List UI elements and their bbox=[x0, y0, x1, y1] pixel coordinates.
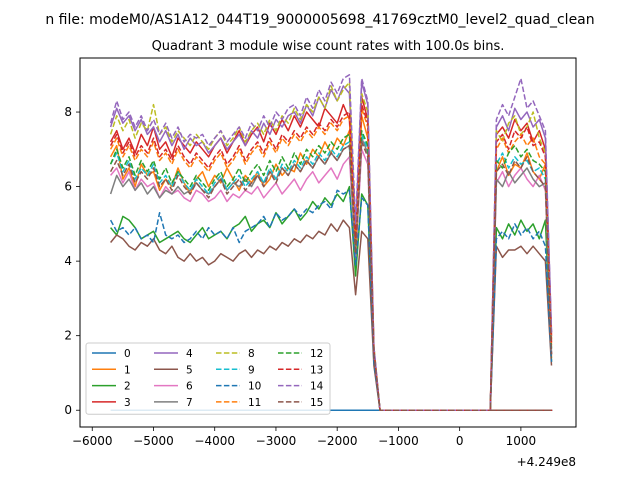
y-tick-label: 8 bbox=[64, 105, 72, 119]
y-tick-label: 2 bbox=[64, 329, 72, 343]
legend-label-0: 0 bbox=[124, 348, 131, 360]
legend-label-15: 15 bbox=[310, 397, 323, 409]
legend-label-8: 8 bbox=[248, 348, 255, 360]
legend-label-10: 10 bbox=[248, 381, 261, 393]
legend-label-7: 7 bbox=[186, 397, 193, 409]
legend-label-13: 13 bbox=[310, 364, 323, 376]
x-tick-label: 1000 bbox=[506, 434, 537, 448]
legend-box bbox=[85, 342, 331, 415]
legend-label-1: 1 bbox=[124, 364, 131, 376]
y-tick-label: 6 bbox=[64, 180, 72, 194]
legend-label-12: 12 bbox=[310, 348, 323, 360]
ticks-layer: −6000 −5000 −4000 −3000 −2000 −1000 0 1000 0 2 4 6 8 bbox=[64, 105, 536, 448]
legend-label-3: 3 bbox=[124, 397, 131, 409]
x-tick-label: −2000 bbox=[317, 434, 358, 448]
x-tick-label: 0 bbox=[456, 434, 464, 448]
x-tick-label: −3000 bbox=[256, 434, 297, 448]
y-tick-label: 4 bbox=[64, 254, 72, 268]
x-tick-label: −5000 bbox=[133, 434, 174, 448]
legend-label-6: 6 bbox=[186, 381, 193, 393]
legend-label-14: 14 bbox=[310, 381, 324, 393]
x-tick-label: −6000 bbox=[72, 434, 113, 448]
legend-label-4: 4 bbox=[186, 348, 193, 360]
series-layer bbox=[109, 74, 553, 411]
figure-suptitle: n file: modeM0/AS1A12_044T19_9000005698_… bbox=[45, 12, 594, 28]
legend-label-5: 5 bbox=[186, 364, 193, 376]
x-tick-label: −1000 bbox=[378, 434, 419, 448]
y-tick-label: 0 bbox=[64, 403, 72, 417]
x-offset-label: +4.249e8 bbox=[517, 455, 576, 469]
x-tick-label: −4000 bbox=[194, 434, 235, 448]
legend-label-9: 9 bbox=[248, 364, 255, 376]
legend-label-2: 2 bbox=[124, 381, 131, 393]
series-line-15 bbox=[109, 141, 553, 411]
chart-title: Quadrant 3 module wise count rates with … bbox=[152, 39, 505, 54]
legend-label-11: 11 bbox=[248, 397, 261, 409]
